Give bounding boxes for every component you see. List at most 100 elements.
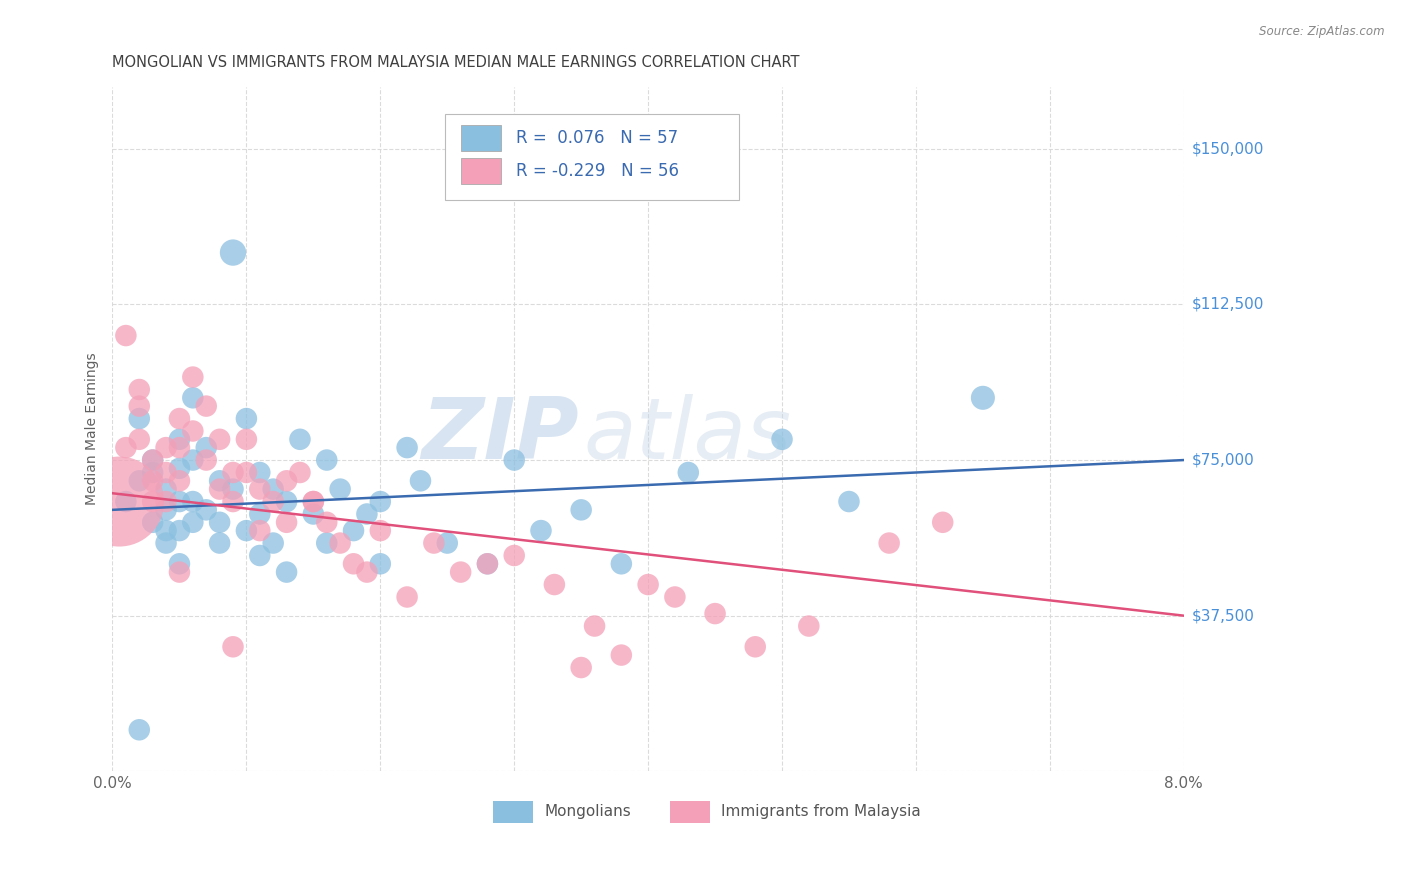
Y-axis label: Median Male Earnings: Median Male Earnings <box>86 352 100 505</box>
Point <box>222 482 245 496</box>
Point <box>477 557 499 571</box>
Point <box>664 590 686 604</box>
Point <box>262 536 284 550</box>
Point <box>356 565 378 579</box>
Point <box>155 494 177 508</box>
Text: $37,500: $37,500 <box>1192 608 1256 624</box>
Text: R = -0.229   N = 56: R = -0.229 N = 56 <box>516 161 679 180</box>
Point <box>108 494 131 508</box>
Point <box>797 619 820 633</box>
Point <box>155 441 177 455</box>
Point <box>450 565 472 579</box>
Point <box>838 494 860 508</box>
Point <box>276 516 298 530</box>
Point <box>235 466 257 480</box>
Point <box>249 524 271 538</box>
Text: MONGOLIAN VS IMMIGRANTS FROM MALAYSIA MEDIAN MALE EARNINGS CORRELATION CHART: MONGOLIAN VS IMMIGRANTS FROM MALAYSIA ME… <box>112 55 800 70</box>
Point <box>288 466 311 480</box>
Point <box>342 524 364 538</box>
Point <box>169 461 191 475</box>
Point <box>356 507 378 521</box>
Point <box>235 411 257 425</box>
Point <box>503 549 526 563</box>
Text: Immigrants from Malaysia: Immigrants from Malaysia <box>721 805 921 819</box>
Point <box>249 549 271 563</box>
Point <box>208 536 231 550</box>
Point <box>155 536 177 550</box>
Point <box>208 516 231 530</box>
Point <box>208 432 231 446</box>
Point <box>128 474 150 488</box>
Point <box>315 536 337 550</box>
Point <box>704 607 727 621</box>
Text: $75,000: $75,000 <box>1192 452 1254 467</box>
Point <box>169 524 191 538</box>
Point <box>931 516 953 530</box>
Text: $112,500: $112,500 <box>1192 297 1264 312</box>
Point <box>262 494 284 508</box>
Point <box>276 474 298 488</box>
Point <box>169 557 191 571</box>
Text: Mongolians: Mongolians <box>544 805 631 819</box>
Point <box>530 524 553 538</box>
Point <box>181 516 204 530</box>
Point <box>142 453 165 467</box>
Point <box>181 453 204 467</box>
Point <box>222 466 245 480</box>
Point <box>342 557 364 571</box>
Point <box>128 723 150 737</box>
Text: Source: ZipAtlas.com: Source: ZipAtlas.com <box>1260 25 1385 38</box>
Point <box>569 660 592 674</box>
Point <box>155 503 177 517</box>
Point <box>142 474 165 488</box>
Point <box>249 482 271 496</box>
Point <box>610 557 633 571</box>
Point <box>115 441 138 455</box>
Point <box>222 245 245 260</box>
Point <box>181 424 204 438</box>
FancyBboxPatch shape <box>461 125 502 151</box>
Point <box>181 391 204 405</box>
Text: $150,000: $150,000 <box>1192 141 1264 156</box>
Point <box>543 577 565 591</box>
Point <box>276 565 298 579</box>
Point <box>249 466 271 480</box>
Point <box>972 391 994 405</box>
Point <box>396 441 419 455</box>
Point <box>262 482 284 496</box>
FancyBboxPatch shape <box>461 158 502 184</box>
Point <box>329 536 352 550</box>
FancyBboxPatch shape <box>669 801 710 823</box>
Text: atlas: atlas <box>583 394 792 477</box>
Point <box>368 557 391 571</box>
FancyBboxPatch shape <box>444 114 740 200</box>
Point <box>181 494 204 508</box>
Point <box>222 494 245 508</box>
Point <box>302 494 325 508</box>
Point <box>195 453 218 467</box>
Point <box>142 466 165 480</box>
Point <box>436 536 458 550</box>
Point <box>181 370 204 384</box>
Point <box>169 441 191 455</box>
Point <box>583 619 606 633</box>
Point <box>195 399 218 413</box>
Point <box>155 466 177 480</box>
Point <box>877 536 900 550</box>
Point <box>128 383 150 397</box>
Point <box>128 411 150 425</box>
Point <box>115 328 138 343</box>
Point <box>276 494 298 508</box>
Point <box>155 482 177 496</box>
Point <box>208 482 231 496</box>
Point <box>302 494 325 508</box>
Point <box>477 557 499 571</box>
Point <box>128 399 150 413</box>
Point <box>195 503 218 517</box>
FancyBboxPatch shape <box>492 801 533 823</box>
Point <box>195 441 218 455</box>
Point <box>235 432 257 446</box>
Point <box>142 494 165 508</box>
Point <box>503 453 526 467</box>
Point <box>409 474 432 488</box>
